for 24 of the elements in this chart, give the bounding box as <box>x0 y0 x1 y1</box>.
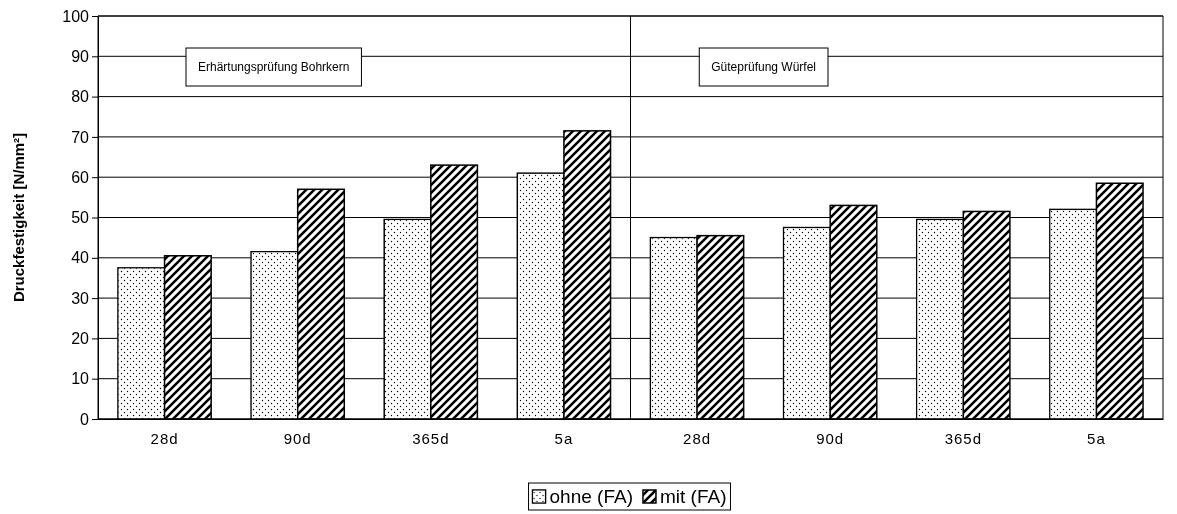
x-tick-label: 90d <box>816 429 845 447</box>
y-tick-label: 30 <box>71 289 90 307</box>
y-tick-label: 20 <box>71 330 90 348</box>
y-tick-label: 40 <box>71 249 90 267</box>
y-tick-label: 70 <box>71 128 90 146</box>
annotation: Güteprüfung Würfel <box>711 60 816 74</box>
x-tick-label: 365d <box>944 429 982 447</box>
y-tick-label: 10 <box>71 370 90 388</box>
x-tick-label: 28d <box>150 429 179 447</box>
y-tick-label: 80 <box>71 88 90 106</box>
x-tick-label: 365d <box>412 429 450 447</box>
y-tick-label: 0 <box>80 410 90 428</box>
y-tick-label: 60 <box>71 168 90 186</box>
x-tick-label: 5a <box>1087 429 1106 447</box>
y-tick-label: 50 <box>71 209 90 227</box>
x-tick-label: 90d <box>283 429 312 447</box>
legend-label: mit (FA) <box>659 486 727 507</box>
x-tick-label: 5a <box>554 429 574 447</box>
annotation: Erhärtungsprüfung Bohrkern <box>198 60 350 74</box>
y-tick-label: 100 <box>62 7 90 25</box>
y-axis-title: Druckfestigkeit [N/mm²] <box>10 132 27 303</box>
y-tick-label: 90 <box>71 47 90 65</box>
x-tick-label: 28d <box>683 429 712 447</box>
legend-label: ohne (FA) <box>549 486 633 507</box>
